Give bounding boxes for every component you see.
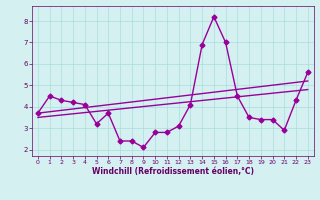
X-axis label: Windchill (Refroidissement éolien,°C): Windchill (Refroidissement éolien,°C)	[92, 167, 254, 176]
